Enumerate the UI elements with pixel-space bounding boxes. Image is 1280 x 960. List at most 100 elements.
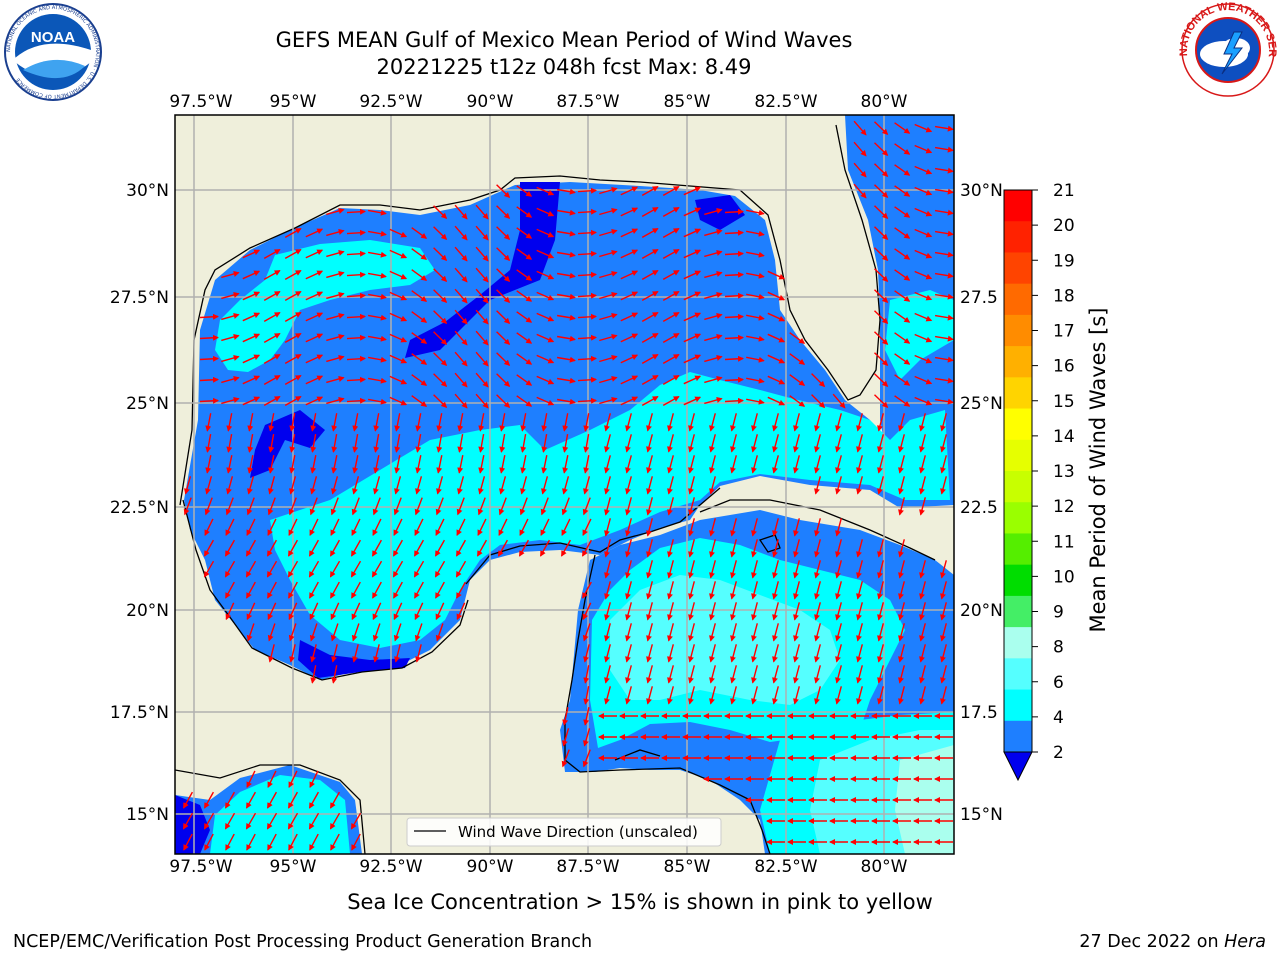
wave-direction-arrow bbox=[874, 184, 889, 198]
wave-direction-arrow bbox=[305, 375, 324, 385]
wave-direction-arrow bbox=[934, 188, 954, 195]
wave-direction-arrow bbox=[625, 581, 632, 600]
wave-direction-arrow bbox=[411, 269, 428, 281]
wave-direction-arrow bbox=[724, 229, 744, 236]
wave-direction-arrow bbox=[599, 228, 618, 237]
wave-direction-arrow bbox=[309, 623, 318, 642]
wave-direction-arrow bbox=[331, 476, 339, 495]
wave-direction-arrow bbox=[835, 623, 842, 642]
wave-direction-arrow bbox=[874, 310, 889, 324]
wave-direction-arrow bbox=[814, 644, 821, 663]
wave-direction-arrow bbox=[268, 644, 275, 663]
wave-direction-arrow bbox=[620, 291, 639, 301]
wave-direction-arrow bbox=[599, 312, 618, 321]
wave-direction-arrow bbox=[683, 207, 702, 217]
wave-direction-arrow bbox=[709, 644, 716, 663]
wave-direction-arrow bbox=[709, 602, 716, 621]
wave-direction-arrow bbox=[683, 186, 702, 196]
wave-direction-arrow bbox=[411, 311, 428, 323]
wave-direction-arrow bbox=[266, 812, 278, 830]
wave-direction-arrow bbox=[499, 455, 506, 474]
colorbar-swatch bbox=[1004, 564, 1032, 597]
colorbar-swatch bbox=[1004, 221, 1032, 253]
wave-direction-arrow bbox=[411, 290, 428, 302]
wave-direction-arrow bbox=[934, 272, 954, 279]
footer-date: 27 Dec 2022 on Hera bbox=[1079, 932, 1266, 952]
wave-direction-arrow bbox=[793, 560, 800, 579]
wave-direction-arrow bbox=[309, 602, 319, 621]
wave-direction-arrow bbox=[646, 413, 653, 432]
wave-direction-arrow bbox=[835, 518, 842, 537]
wave-direction-arrow bbox=[435, 581, 445, 599]
wave-direction-arrow bbox=[898, 644, 905, 663]
wave-direction-arrow bbox=[536, 375, 555, 385]
wave-direction-arrow bbox=[914, 396, 933, 406]
wave-direction-arrow bbox=[203, 791, 215, 809]
wave-direction-arrow bbox=[268, 455, 275, 474]
wave-direction-arrow bbox=[772, 434, 779, 453]
wave-direction-arrow bbox=[454, 393, 468, 409]
wave-direction-arrow bbox=[746, 335, 765, 342]
wave-direction-arrow bbox=[288, 770, 298, 789]
wave-direction-arrow bbox=[641, 227, 659, 239]
wave-direction-arrow bbox=[724, 292, 744, 299]
wave-direction-arrow bbox=[662, 185, 680, 197]
wave-direction-arrow bbox=[454, 309, 468, 325]
wave-direction-arrow bbox=[577, 229, 597, 236]
wave-direction-arrow bbox=[751, 665, 758, 684]
wave-direction-arrow bbox=[625, 686, 632, 705]
wave-direction-arrow bbox=[305, 249, 324, 259]
wave-direction-arrow bbox=[289, 644, 296, 663]
wave-direction-arrow bbox=[221, 355, 240, 363]
wave-direction-arrow bbox=[793, 644, 800, 663]
wave-direction-arrow bbox=[688, 413, 695, 432]
wave-direction-arrow bbox=[620, 207, 639, 217]
wave-direction-arrow bbox=[310, 433, 317, 453]
wave-direction-arrow bbox=[877, 413, 884, 432]
wave-direction-arrow bbox=[456, 602, 466, 621]
wave-direction-arrow bbox=[582, 728, 591, 747]
colorbar-swatch bbox=[1004, 346, 1032, 378]
wave-direction-arrow bbox=[284, 311, 302, 323]
wave-direction-arrow bbox=[856, 434, 863, 453]
wave-direction-arrow bbox=[221, 313, 240, 321]
wave-direction-arrow bbox=[393, 497, 402, 516]
wave-direction-arrow bbox=[536, 396, 555, 406]
wave-direction-arrow bbox=[433, 226, 448, 241]
wave-direction-arrow bbox=[683, 291, 702, 301]
colorbar-swatch bbox=[1004, 190, 1032, 222]
wave-direction-arrow bbox=[414, 518, 424, 537]
lon-label-bottom: 90°W bbox=[467, 857, 514, 877]
colorbar-tick-label: 16 bbox=[1053, 357, 1075, 377]
wave-direction-arrow bbox=[331, 644, 338, 663]
wave-direction-arrow bbox=[205, 413, 212, 432]
wave-direction-arrow bbox=[620, 333, 639, 343]
wave-direction-arrow bbox=[414, 602, 424, 621]
wave-direction-arrow bbox=[199, 397, 219, 404]
cyan-band-atlantic bbox=[885, 290, 954, 380]
wave-direction-arrow bbox=[305, 354, 324, 364]
colorbar-tick-label: 12 bbox=[1053, 497, 1075, 517]
wave-direction-arrow bbox=[326, 229, 345, 237]
wave-direction-arrow bbox=[393, 623, 402, 642]
wave-direction-arrow bbox=[330, 497, 339, 516]
colorbar-tick-label: 9 bbox=[1053, 603, 1064, 623]
wave-direction-arrow bbox=[263, 269, 281, 281]
wave-direction-arrow bbox=[793, 434, 800, 453]
wave-direction-arrow bbox=[683, 249, 702, 259]
wave-direction-arrow bbox=[414, 497, 423, 516]
low-period-north bbox=[405, 182, 560, 358]
wave-direction-arrow bbox=[856, 686, 863, 705]
wave-direction-arrow bbox=[919, 434, 926, 453]
wave-direction-arrow bbox=[835, 644, 842, 663]
wave-direction-arrow bbox=[620, 396, 639, 406]
wave-direction-arrow bbox=[604, 560, 611, 579]
lon-label-top: 97.5°W bbox=[169, 92, 232, 112]
wave-direction-arrow bbox=[730, 581, 737, 600]
wave-direction-arrow bbox=[284, 269, 302, 281]
wave-direction-arrow bbox=[267, 497, 276, 516]
wave-direction-arrow bbox=[877, 665, 884, 684]
colorbar-tick-label: 18 bbox=[1053, 286, 1075, 306]
wave-direction-arrow bbox=[326, 376, 345, 384]
wave-direction-arrow bbox=[751, 539, 758, 558]
